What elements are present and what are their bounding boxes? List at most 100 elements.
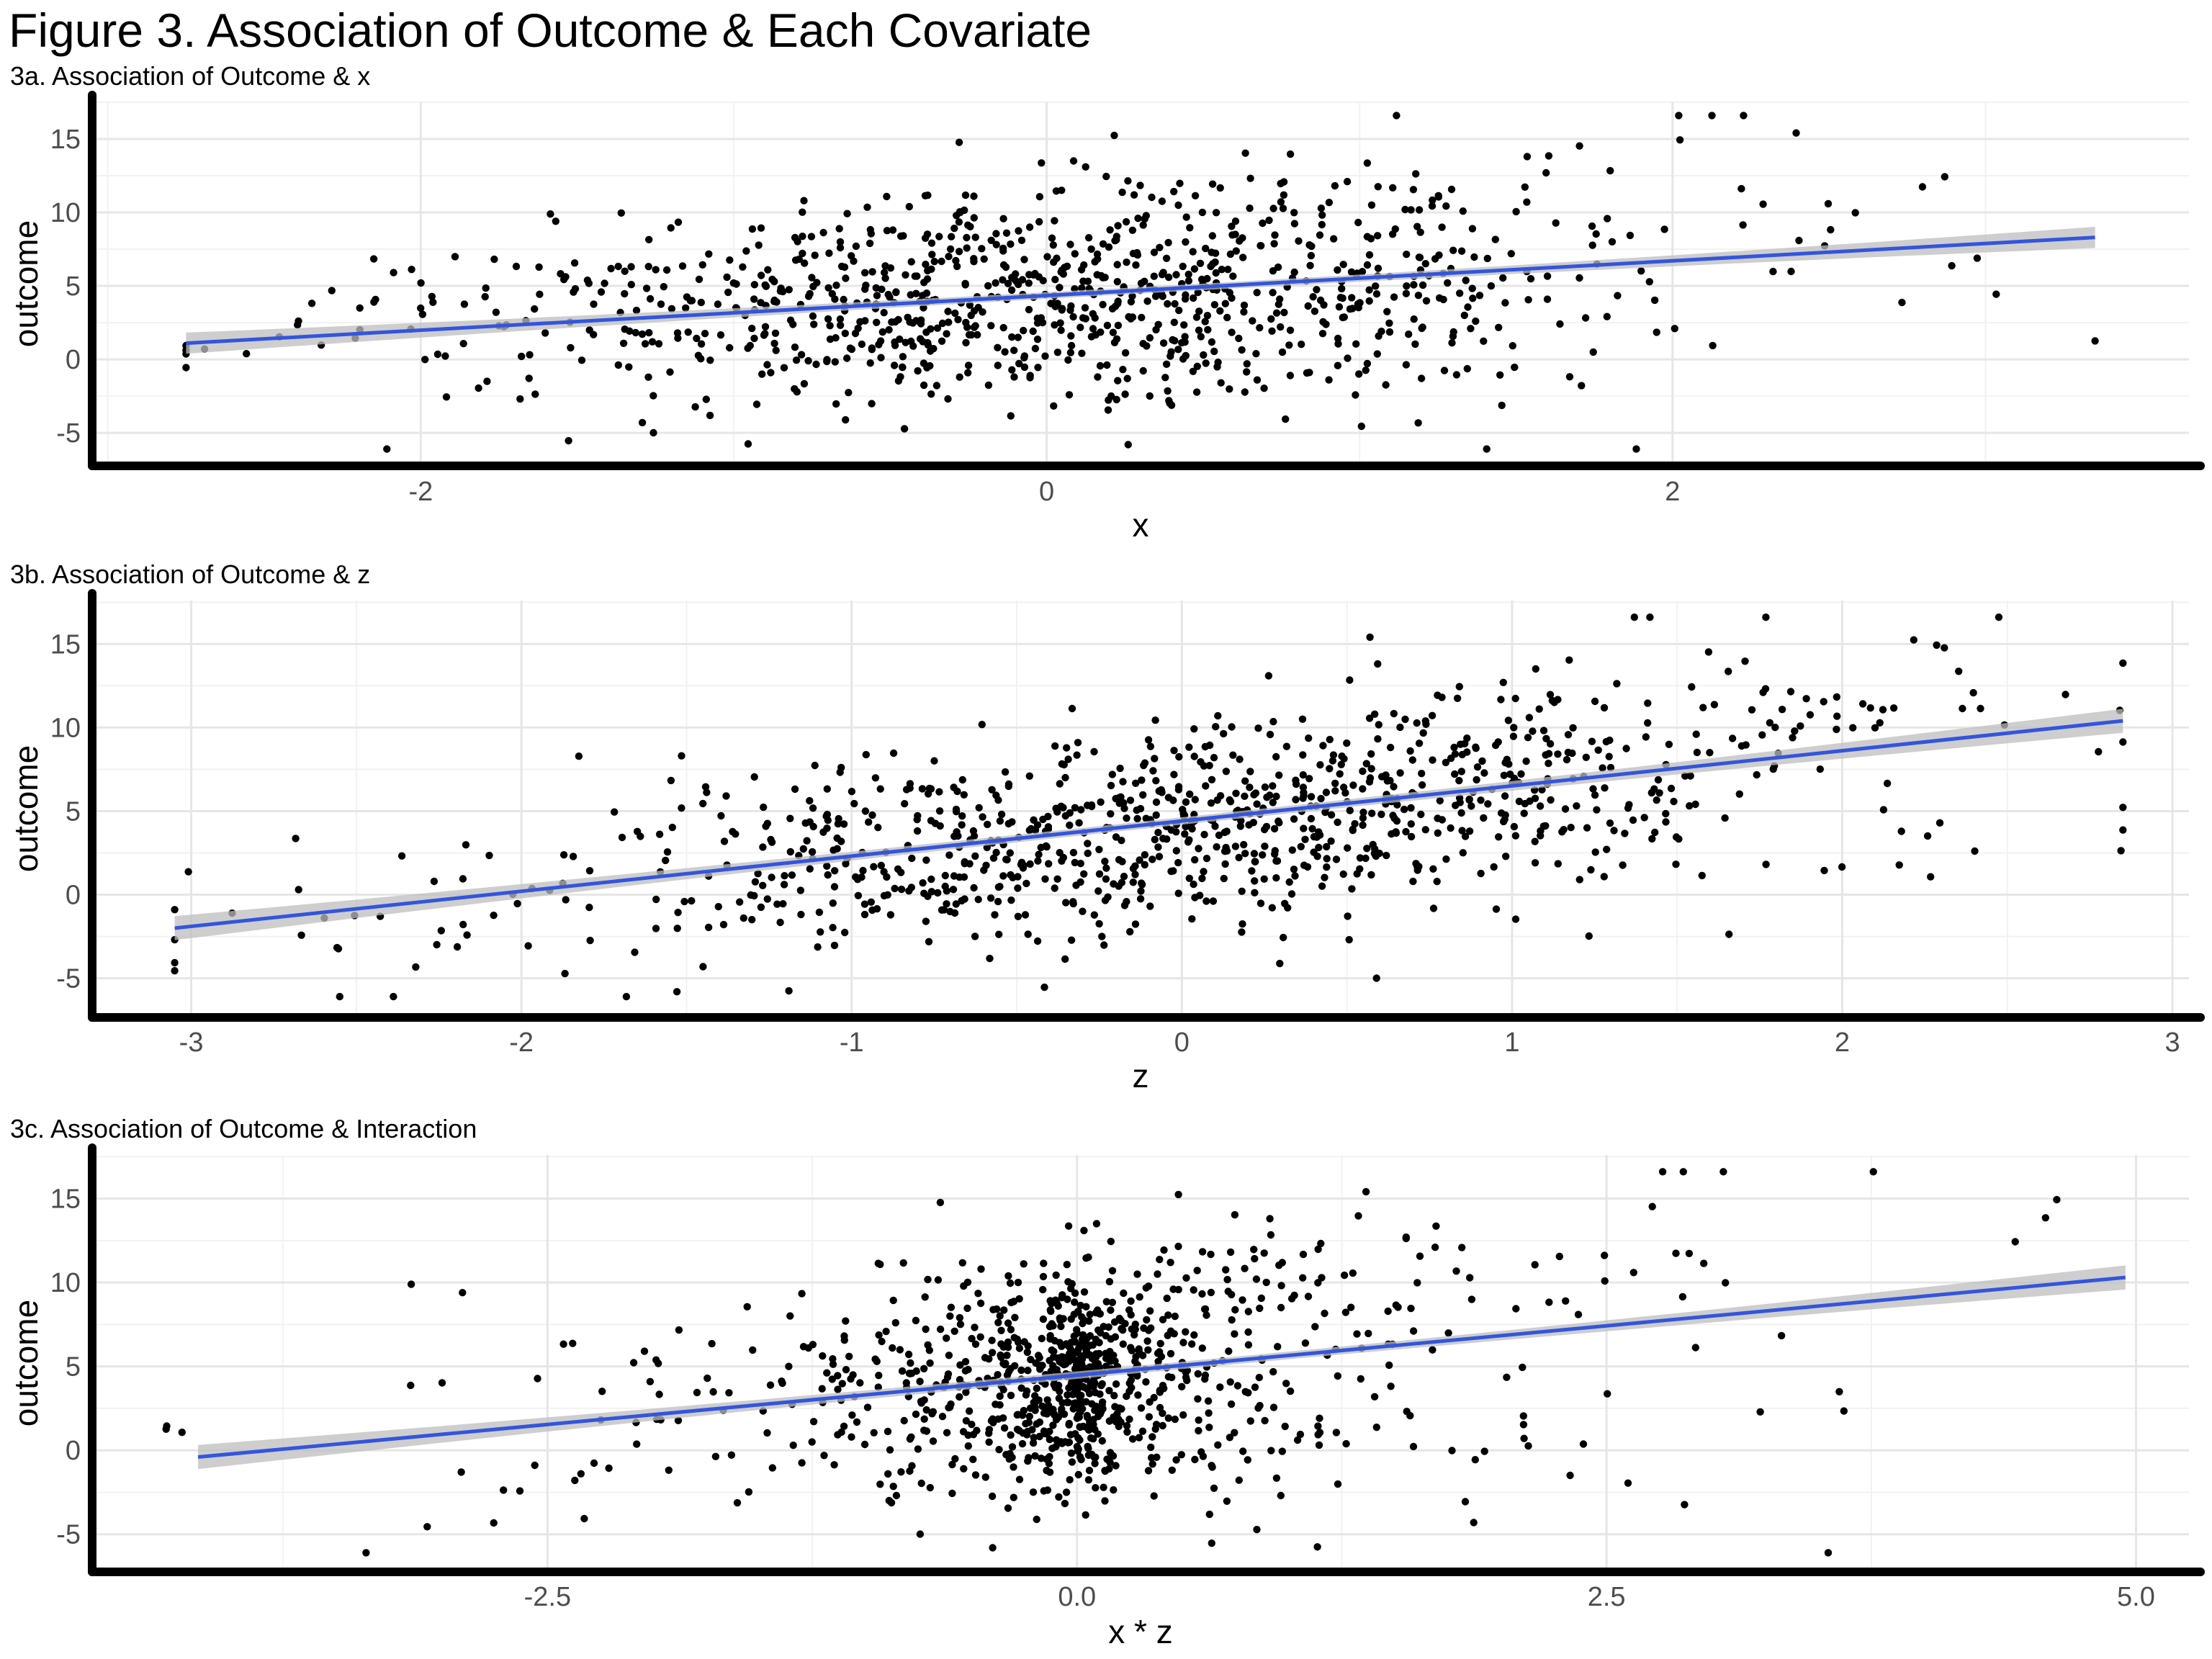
data-point (1035, 1418, 1044, 1426)
data-point (1556, 320, 1564, 328)
data-point (1457, 768, 1466, 775)
data-point (911, 272, 920, 280)
data-point (733, 1498, 742, 1507)
data-point (1082, 1398, 1090, 1406)
data-point (886, 1446, 894, 1454)
data-point (625, 363, 633, 371)
data-point (1207, 1250, 1215, 1259)
data-point (786, 814, 794, 822)
data-point (980, 255, 988, 263)
data-point (963, 244, 971, 252)
data-point (997, 1353, 1005, 1362)
data-point (1286, 326, 1295, 334)
data-point (1532, 665, 1539, 673)
data-point (996, 1392, 1004, 1401)
data-point (1139, 367, 1147, 375)
data-point (462, 841, 470, 849)
data-point (987, 322, 995, 330)
data-point (1442, 758, 1450, 767)
data-point (336, 992, 343, 1001)
data-point (1269, 799, 1277, 806)
data-point (873, 292, 881, 300)
data-point (961, 1367, 970, 1375)
data-point (808, 1438, 816, 1446)
data-point (964, 1442, 973, 1450)
data-point (1321, 873, 1328, 881)
data-point (649, 392, 657, 400)
data-point (627, 263, 635, 271)
data-point (585, 279, 593, 287)
data-point (481, 292, 489, 301)
data-point (567, 343, 575, 352)
data-point (1838, 863, 1846, 871)
data-point (1198, 874, 1206, 883)
data-point (1202, 244, 1210, 253)
data-point (1429, 865, 1437, 873)
data-point (1510, 822, 1519, 831)
data-point (956, 373, 963, 381)
data-point (1191, 894, 1199, 902)
data-point (1177, 1451, 1186, 1459)
data-point (1148, 1460, 1156, 1468)
data-point (1769, 765, 1777, 773)
data-point (1211, 249, 1220, 257)
data-point (1184, 838, 1192, 846)
data-point (1053, 875, 1061, 883)
data-point (1214, 711, 1222, 720)
data-point (1221, 860, 1229, 868)
data-point (1029, 1439, 1038, 1447)
data-point (1594, 746, 1602, 754)
data-point (796, 886, 805, 894)
data-point (1093, 271, 1101, 279)
data-point (1377, 328, 1385, 336)
data-point (912, 289, 920, 297)
data-point (1270, 824, 1279, 833)
data-point (799, 845, 808, 853)
data-point (1455, 776, 1463, 785)
data-point (1735, 790, 1743, 798)
data-point (1359, 809, 1367, 817)
data-point (601, 279, 608, 287)
data-point (1181, 830, 1189, 838)
data-point (1833, 693, 1840, 701)
data-point (791, 343, 799, 351)
data-point (1182, 238, 1190, 246)
data-point (1057, 1322, 1065, 1331)
data-point (922, 1427, 931, 1435)
data-point (184, 868, 192, 876)
data-point (1066, 809, 1074, 817)
data-point (1403, 251, 1411, 258)
data-point (423, 1523, 431, 1531)
data-point (1064, 356, 1072, 364)
data-point (1472, 743, 1480, 751)
data-point (1484, 800, 1492, 808)
data-point (1031, 1452, 1039, 1460)
data-point (1003, 1352, 1011, 1359)
data-point (1405, 331, 1413, 338)
data-point (178, 1429, 186, 1437)
data-point (1205, 762, 1213, 770)
data-point (1509, 342, 1516, 350)
data-point (1604, 1390, 1611, 1398)
data-point (1241, 850, 1249, 858)
data-point (1156, 1339, 1164, 1348)
data-point (1467, 1295, 1476, 1303)
data-point (1235, 1476, 1244, 1484)
data-point (1531, 859, 1539, 867)
data-point (963, 233, 971, 242)
data-point (921, 234, 930, 242)
data-point (1605, 752, 1613, 760)
data-point (1113, 1410, 1121, 1418)
data-point (1191, 1455, 1199, 1464)
data-point (1347, 268, 1356, 276)
data-point (1106, 1357, 1115, 1365)
data-point (1599, 764, 1606, 772)
data-point (1110, 131, 1118, 140)
data-point (836, 768, 844, 776)
data-point (1216, 1383, 1224, 1391)
data-point (682, 304, 690, 312)
data-point (1001, 348, 1009, 356)
data-point (1094, 1430, 1102, 1438)
data-point (811, 251, 819, 259)
data-point (965, 331, 974, 339)
